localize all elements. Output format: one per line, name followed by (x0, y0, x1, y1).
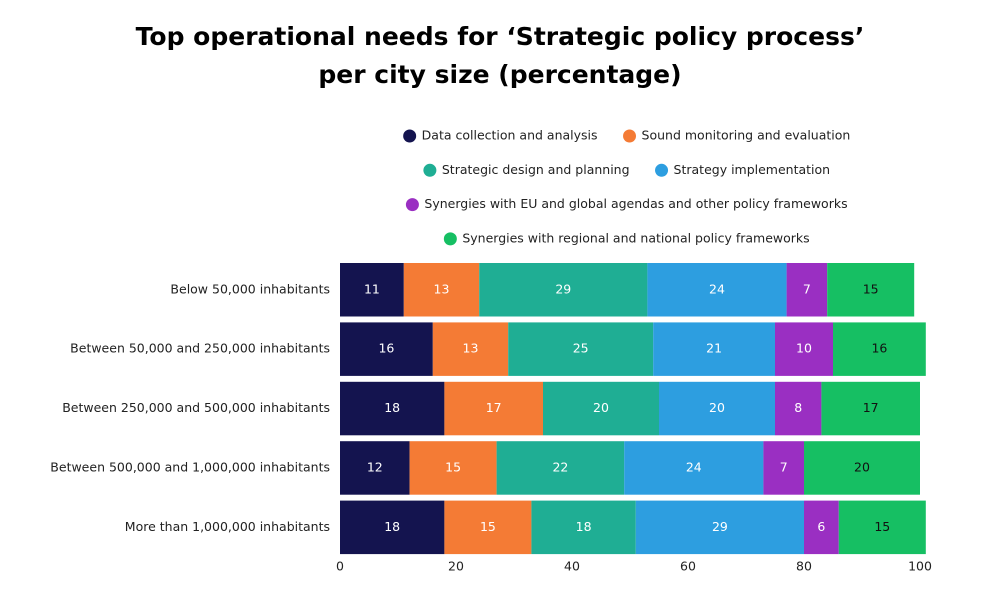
bar-segment (647, 263, 787, 317)
data-label: 18 (384, 519, 400, 534)
legend-label: Strategy implementation (674, 162, 831, 177)
x-tick-label: 80 (796, 559, 812, 574)
bar-segment (804, 441, 920, 495)
bar-segment (833, 322, 926, 376)
x-tick-label: 0 (336, 559, 344, 574)
data-label: 18 (576, 519, 592, 534)
bar-segment (479, 263, 648, 317)
data-label: 17 (486, 400, 502, 415)
bar-segment (496, 441, 625, 495)
chart-title: per city size (percentage) (318, 60, 681, 89)
data-label: 16 (871, 341, 887, 356)
bar-segment (340, 263, 404, 317)
data-label: 7 (803, 281, 811, 296)
bar-segment (821, 381, 920, 436)
data-label: 24 (686, 459, 702, 474)
legend-swatch (655, 163, 669, 177)
bar-segment (340, 381, 445, 436)
data-label: 15 (480, 519, 496, 534)
legend-label: Sound monitoring and evaluation (642, 128, 851, 143)
legend-label: Strategic design and planning (442, 162, 630, 177)
data-label: 10 (796, 341, 812, 356)
y-tick-label: Between 500,000 and 1,000,000 inhabitant… (50, 459, 330, 474)
data-label: 6 (817, 519, 825, 534)
legend-swatch (623, 129, 637, 143)
legend-swatch (403, 129, 417, 143)
bar-segment (775, 381, 822, 436)
data-label: 13 (434, 281, 450, 296)
bar-segment (340, 322, 433, 376)
data-label: 24 (709, 281, 725, 296)
legend-swatch (443, 232, 457, 246)
data-label: 11 (364, 281, 380, 296)
x-tick-label: 40 (564, 559, 580, 574)
data-label: 15 (863, 281, 879, 296)
data-label: 15 (874, 519, 890, 534)
bar-segment (653, 322, 775, 376)
legend-label: Synergies with EU and global agendas and… (424, 196, 847, 211)
x-tick-label: 60 (680, 559, 696, 574)
y-tick-label: More than 1,000,000 inhabitants (125, 519, 330, 534)
data-label: 12 (367, 459, 383, 474)
data-label: 29 (555, 281, 571, 296)
data-label: 20 (593, 400, 609, 415)
chart-title: Top operational needs for ‘Strategic pol… (136, 22, 865, 51)
bar-segment (403, 263, 480, 317)
data-label: 21 (706, 341, 722, 356)
bar-segment (624, 441, 764, 495)
y-tick-label: Between 250,000 and 500,000 inhabitants (62, 400, 330, 415)
bar-segment (340, 441, 410, 495)
legend-swatch (423, 163, 437, 177)
bar-segment (763, 441, 804, 495)
bar-segment (444, 381, 543, 436)
legend-label: Data collection and analysis (422, 128, 598, 143)
x-tick-label: 20 (448, 559, 464, 574)
bar-segment (340, 500, 445, 555)
data-label: 25 (573, 341, 589, 356)
bar-segment (409, 441, 497, 495)
bar-segment (775, 322, 833, 376)
y-tick-label: Between 50,000 and 250,000 inhabitants (70, 341, 330, 356)
data-label: 13 (463, 341, 479, 356)
bar-segment (508, 322, 654, 376)
bar-segment (804, 500, 839, 555)
data-label: 7 (780, 459, 788, 474)
y-tick-label: Below 50,000 inhabitants (170, 281, 330, 296)
legend-label: Synergies with regional and national pol… (462, 230, 809, 245)
bar-segment (444, 500, 532, 555)
bar-segment (659, 381, 775, 436)
data-label: 20 (854, 459, 870, 474)
bar-segment (827, 263, 915, 317)
data-label: 15 (445, 459, 461, 474)
data-label: 18 (384, 400, 400, 415)
data-label: 29 (712, 519, 728, 534)
data-label: 20 (709, 400, 725, 415)
bar-segment (635, 500, 804, 555)
data-label: 17 (863, 400, 879, 415)
data-label: 22 (552, 459, 568, 474)
bar-segment (531, 500, 636, 555)
legend-swatch (405, 198, 419, 212)
bar-segment (543, 381, 659, 436)
data-label: 16 (378, 341, 394, 356)
x-tick-label: 100 (908, 559, 932, 574)
bar-segment (838, 500, 926, 555)
bar-segment (432, 322, 509, 376)
data-label: 8 (794, 400, 802, 415)
bar-segment (786, 263, 828, 317)
